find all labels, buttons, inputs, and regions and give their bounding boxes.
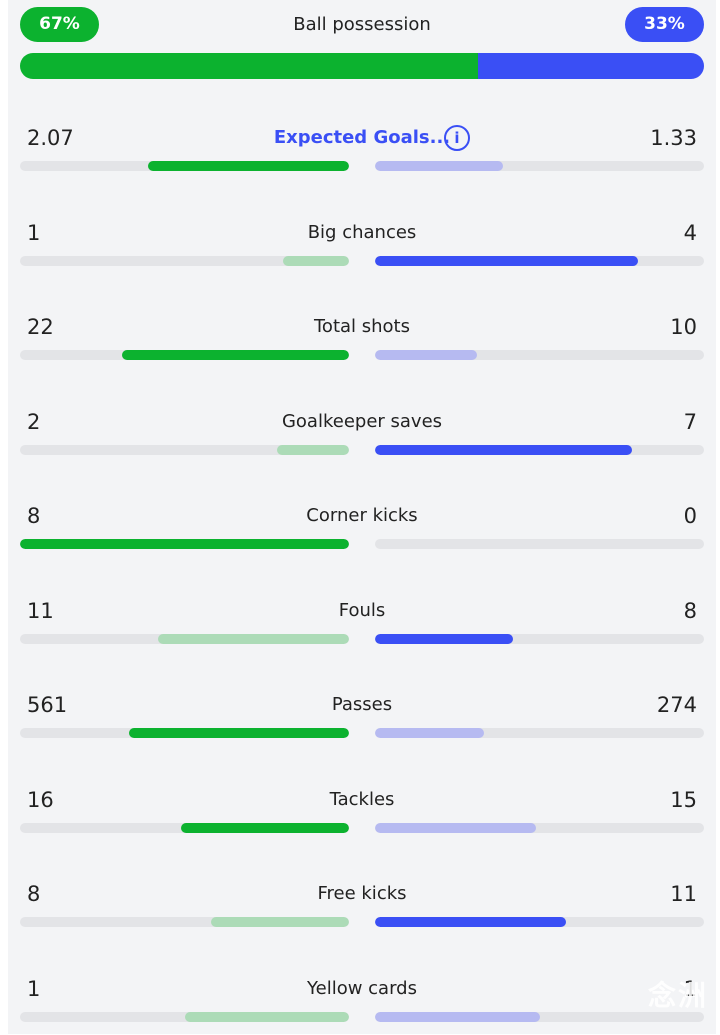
away-bar-fill <box>375 445 632 455</box>
away-value: 10 <box>670 313 697 341</box>
away-value: 1.33 <box>650 124 697 152</box>
away-bar-track <box>375 539 704 549</box>
stat-label: Passes <box>20 691 704 719</box>
home-bar-fill <box>20 539 349 549</box>
home-bar-track <box>20 256 349 266</box>
away-bar-track <box>375 823 704 833</box>
home-bar-track <box>20 161 349 171</box>
home-bar-fill <box>129 728 349 738</box>
away-bar-fill <box>375 917 566 927</box>
away-value: 8 <box>684 597 697 625</box>
away-bar-fill <box>375 256 638 266</box>
away-bar-fill <box>375 161 503 171</box>
stat-label: Yellow cards <box>20 975 704 1003</box>
away-bar-fill <box>375 728 484 738</box>
home-bar-fill <box>158 634 349 644</box>
home-bar-track <box>20 1012 349 1022</box>
possession-bar-home <box>20 53 478 79</box>
away-value: 274 <box>657 691 697 719</box>
away-bar-track <box>375 350 704 360</box>
stat-label: Total shots <box>20 313 704 341</box>
away-bar-fill <box>375 634 513 644</box>
possession-bar-away <box>478 53 704 79</box>
stat-label: Free kicks <box>20 880 704 908</box>
home-bar-track <box>20 445 349 455</box>
away-bar-fill <box>375 1012 540 1022</box>
away-bar-track <box>375 445 704 455</box>
stat-label: Big chances <box>20 219 704 247</box>
stat-label: Corner kicks <box>20 502 704 530</box>
possession-header: 67% Ball possession 33% <box>20 7 704 42</box>
stat-label: Fouls <box>20 597 704 625</box>
home-bar-track <box>20 634 349 644</box>
possession-bar <box>20 53 704 79</box>
away-bar-track <box>375 917 704 927</box>
away-bar-track <box>375 634 704 644</box>
away-bar-track <box>375 161 704 171</box>
away-bar-fill <box>375 823 536 833</box>
stat-label: Goalkeeper saves <box>20 408 704 436</box>
away-value: 4 <box>684 219 697 247</box>
away-value: 11 <box>670 880 697 908</box>
home-bar-fill <box>283 256 349 266</box>
home-bar-track <box>20 350 349 360</box>
home-bar-fill <box>181 823 349 833</box>
home-bar-fill <box>148 161 349 171</box>
away-bar-fill <box>375 350 477 360</box>
home-bar-track <box>20 539 349 549</box>
possession-title: Ball possession <box>20 7 704 42</box>
stat-label: Tackles <box>20 786 704 814</box>
home-bar-fill <box>122 350 349 360</box>
away-value: 7 <box>684 408 697 436</box>
home-bar-fill <box>185 1012 350 1022</box>
home-bar-fill <box>211 917 349 927</box>
home-bar-fill <box>277 445 349 455</box>
away-bar-track <box>375 728 704 738</box>
info-icon[interactable]: i <box>444 125 470 151</box>
away-value: 15 <box>670 786 697 814</box>
watermark: 念洲 <box>648 974 708 1014</box>
stat-label[interactable]: Expected Goals... <box>20 124 704 152</box>
away-value: 0 <box>684 502 697 530</box>
away-possession-pill: 33% <box>625 7 704 42</box>
away-bar-track <box>375 256 704 266</box>
home-bar-track <box>20 728 349 738</box>
home-bar-track <box>20 823 349 833</box>
home-bar-track <box>20 917 349 927</box>
